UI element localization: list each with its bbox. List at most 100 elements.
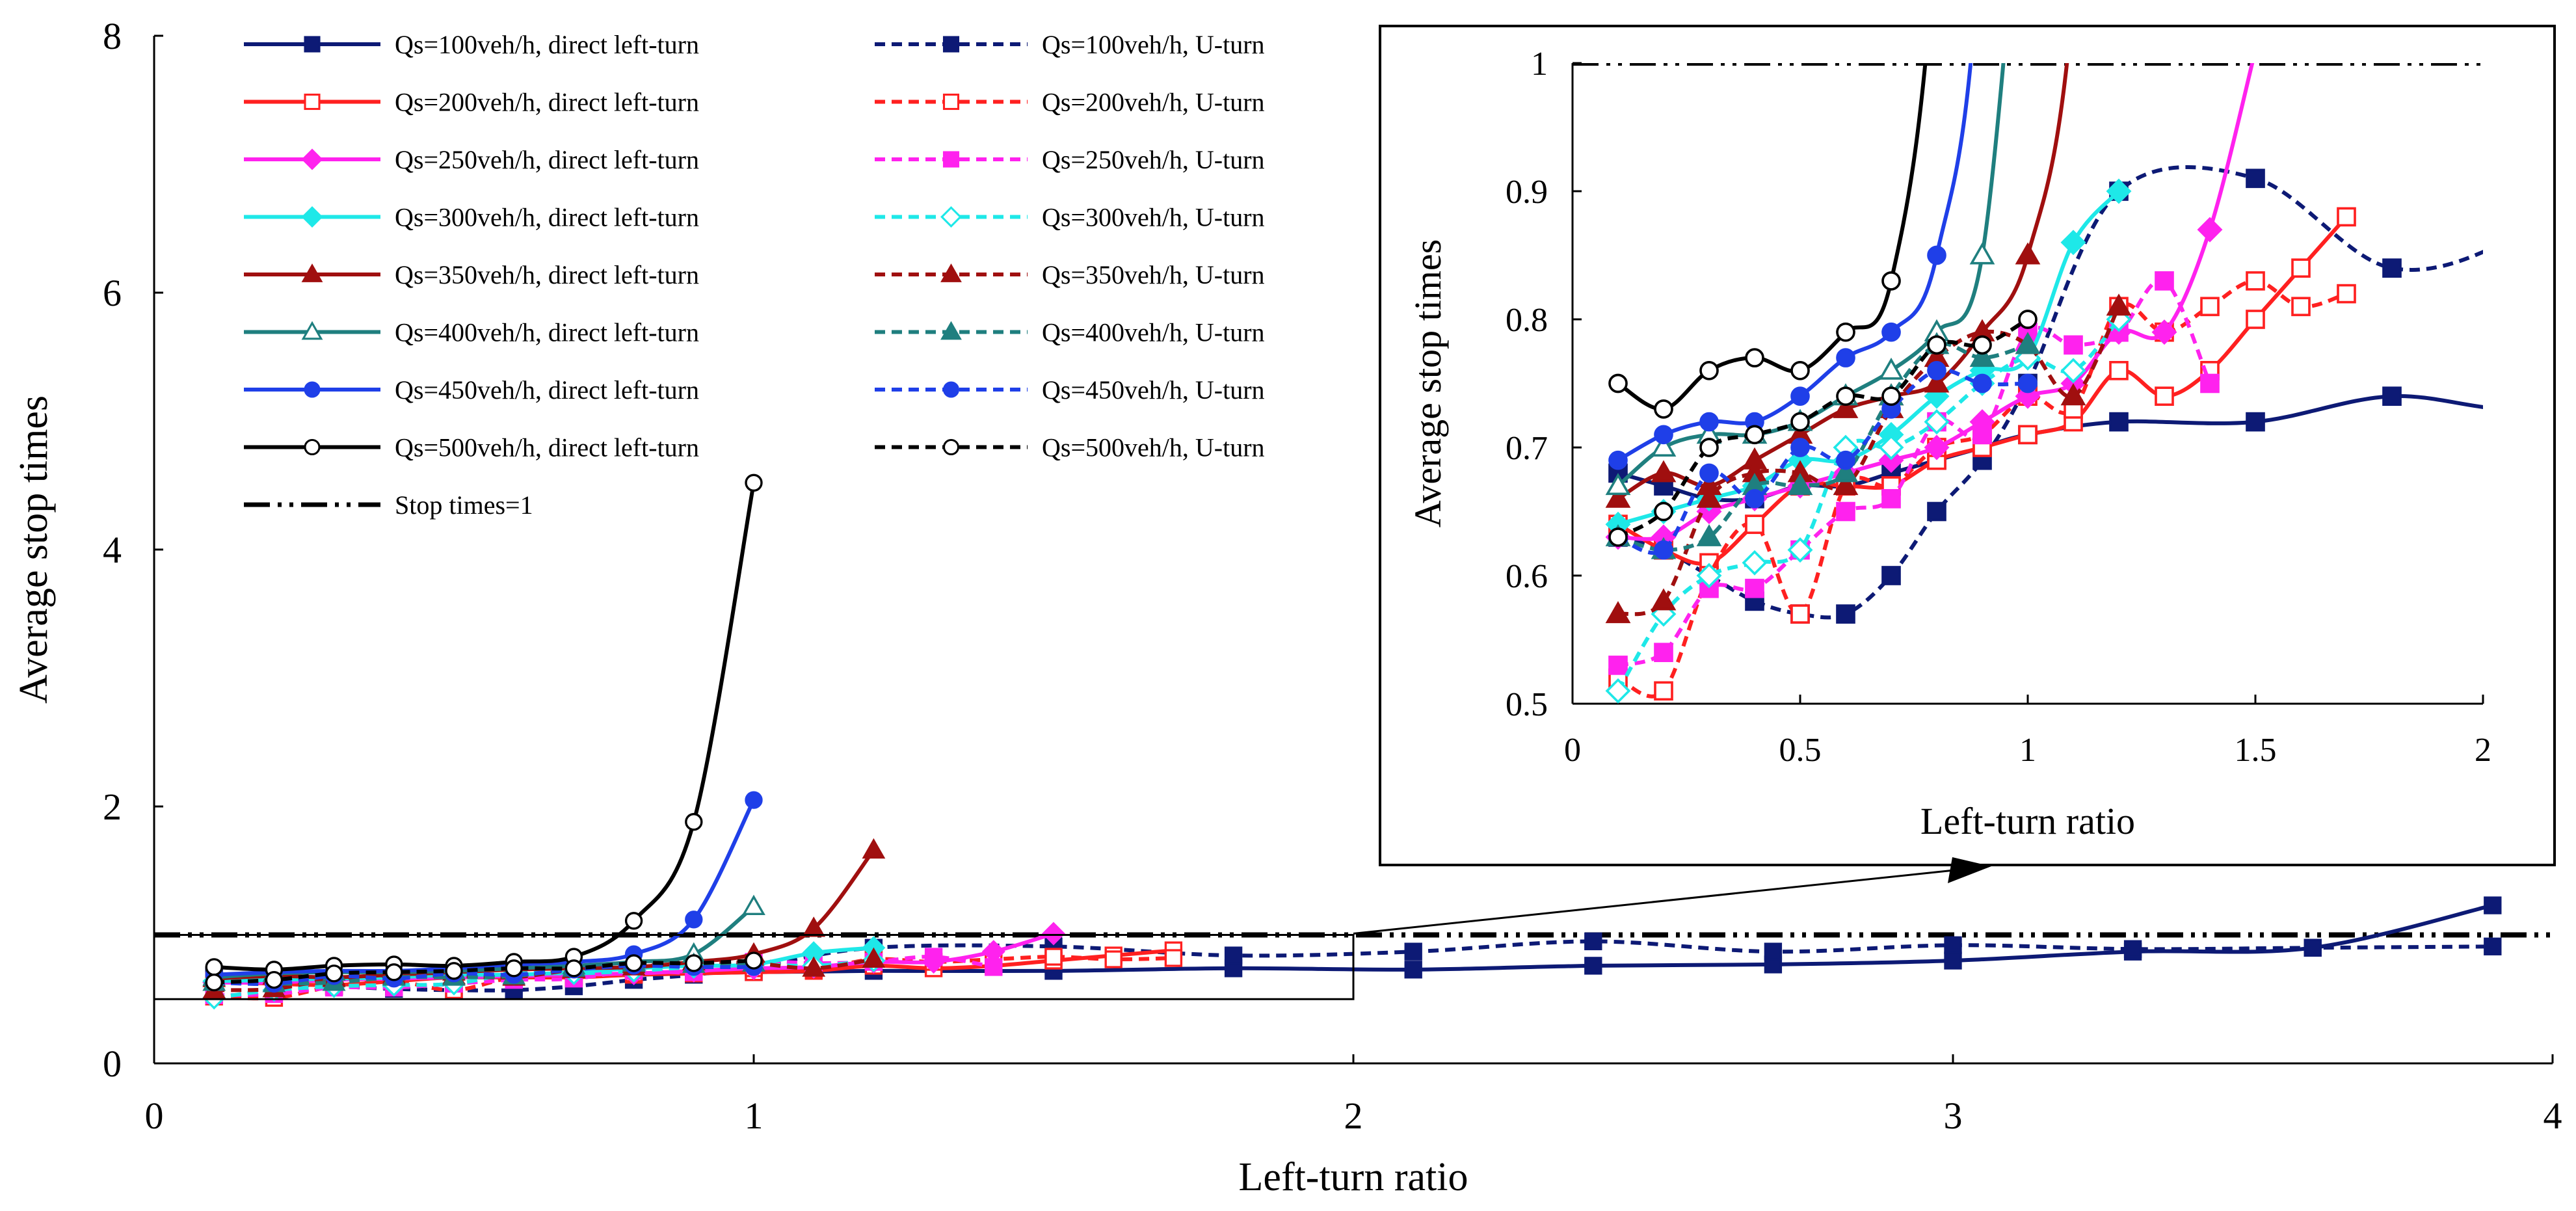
inset-data-point-qs-200veh-h-direct-left-turn [2018, 425, 2038, 445]
inset-data-point-qs-350veh-h-direct-left-turn [1605, 485, 1631, 508]
inset-data-point-qs-250veh-h-u-turn [2200, 373, 2220, 393]
legend-entry-qs-300veh-h-u-turn: Qs=300veh/h, U-turn [875, 203, 1265, 232]
inset-data-point-qs-500veh-h-u-turn [1881, 386, 1901, 406]
inset-series-line-qs-350veh-h-direct-left-turn [1617, 63, 2069, 501]
main-data-point-qs-500veh-h-direct-left-turn [745, 473, 763, 492]
main-data-point-qs-350veh-h-u-turn [862, 947, 886, 968]
inset-y-tick-label: 1 [1531, 46, 1548, 83]
main-series-line-qs-500veh-h-u-turn [214, 959, 754, 985]
inset-data-point-qs-200veh-h-u-turn [1654, 681, 1673, 701]
inset-data-point-qs-500veh-h-u-turn [1790, 412, 1810, 432]
main-data-point-qs-250veh-h-direct-left-turn [1042, 922, 1065, 946]
legend-label: Stop times=1 [395, 490, 533, 520]
inset-data-point-qs-250veh-h-direct-left-turn [2197, 217, 2223, 243]
main-data-point-qs-350veh-h-direct-left-turn [862, 838, 886, 859]
main-data-point-qs-500veh-h-u-turn [745, 952, 763, 970]
main-data-point-qs-200veh-h-u-turn [1164, 949, 1183, 967]
inset-x-tick-label: 0.5 [1779, 732, 1822, 769]
inset-series-line-qs-350veh-h-u-turn [1617, 305, 2121, 617]
inset-data-point-qs-400veh-h-u-turn [1833, 460, 1859, 483]
legend-label: Qs=450veh/h, U-turn [1042, 375, 1265, 405]
inset-data-point-qs-350veh-h-u-turn [1651, 588, 1677, 611]
inset-data-point-qs-200veh-h-direct-left-turn [2246, 310, 2265, 329]
legend-entry-qs-500veh-h-direct-left-turn: Qs=500veh/h, direct left-turn [244, 433, 699, 462]
legend-swatch-marker [942, 93, 960, 111]
inset-data-point-qs-450veh-h-u-turn [1790, 438, 1810, 457]
inset-data-point-qs-200veh-h-u-turn [2337, 284, 2356, 304]
main-data-point-qs-200veh-h-u-turn [1044, 948, 1063, 966]
inset-data-point-qs-450veh-h-u-turn [2018, 373, 2038, 393]
inset-data-point-qs-100veh-h-u-turn [2382, 258, 2402, 278]
main-series-line-qs-450veh-h-u-turn [214, 963, 754, 986]
inset-data-point-qs-500veh-h-u-turn [1654, 501, 1673, 522]
inset-data-point-qs-100veh-h-direct-left-turn [2382, 386, 2402, 406]
inset-x-tick-label: 1.5 [2235, 732, 2277, 769]
main-data-point-qs-500veh-h-u-turn [624, 954, 643, 972]
inset-data-point-qs-500veh-h-u-turn [1608, 527, 1628, 547]
legend-label: Qs=100veh/h, direct left-turn [395, 30, 699, 59]
inset-data-point-qs-200veh-h-direct-left-turn [2109, 360, 2129, 380]
legend-swatch-marker [940, 321, 962, 340]
legend-label: Qs=450veh/h, direct left-turn [395, 375, 699, 405]
legend-entry-qs-350veh-h-direct-left-turn: Qs=350veh/h, direct left-turn [244, 260, 699, 289]
legend-entry-qs-200veh-h-direct-left-turn: Qs=200veh/h, direct left-turn [244, 88, 699, 117]
inset-data-point-qs-500veh-h-direct-left-turn [1699, 360, 1719, 380]
inset-data-point-qs-300veh-h-u-turn [1878, 434, 1904, 460]
main-data-point-qs-250veh-h-u-turn [924, 948, 943, 966]
inset-y-tick-label: 0.5 [1506, 686, 1548, 723]
legend-swatch-marker [942, 151, 960, 168]
inset-data-point-qs-250veh-h-u-turn [2155, 271, 2174, 291]
inset-data-point-qs-250veh-h-direct-left-turn [1924, 434, 1950, 460]
inset-data-point-qs-250veh-h-u-turn [1836, 501, 1855, 522]
main-series-line-qs-500veh-h-direct-left-turn [214, 482, 756, 972]
inset-data-point-qs-350veh-h-direct-left-turn [2015, 242, 2041, 265]
legend-swatch-marker [304, 93, 321, 111]
legend-swatch-marker [304, 438, 321, 456]
inset-series-markers-qs-500veh-h-u-turn [1608, 310, 2038, 547]
inset-data-point-qs-450veh-h-direct-left-turn [1608, 450, 1628, 470]
inset-data-point-qs-400veh-h-direct-left-turn [1651, 434, 1677, 457]
inset-series-markers-qs-350veh-h-u-turn [1605, 293, 2132, 624]
zoom-callout [1353, 857, 1991, 935]
inset-data-point-qs-350veh-h-direct-left-turn [2063, 0, 2084, 7]
main-data-point-qs-100veh-h-direct-left-turn [1944, 952, 1962, 970]
main-x-tick-label: 4 [2543, 1095, 2562, 1137]
main-data-point-qs-500veh-h-direct-left-turn [205, 958, 223, 976]
main-data-point-qs-500veh-h-u-turn [205, 973, 223, 992]
inset-data-point-qs-500veh-h-direct-left-turn [1745, 348, 1764, 367]
inset-data-point-qs-450veh-h-direct-left-turn [1699, 412, 1719, 432]
inset-data-point-qs-400veh-h-direct-left-turn [1605, 473, 1631, 496]
main-series-markers-qs-500veh-h-u-turn [205, 952, 763, 992]
main-data-point-qs-100veh-h-u-turn [2304, 938, 2322, 957]
inset-data-point-qs-500veh-h-u-turn [2018, 310, 2038, 329]
legend-swatch-marker [304, 36, 321, 53]
inset-data-point-qs-450veh-h-direct-left-turn [1836, 348, 1855, 367]
legend-swatch-marker [301, 321, 323, 340]
inset-data-point-qs-250veh-h-u-turn [2064, 335, 2083, 355]
legend-entry-qs-250veh-h-direct-left-turn: Qs=250veh/h, direct left-turn [244, 145, 699, 174]
inset-x-axis-title: Left-turn ratio [1920, 800, 2135, 842]
inset-data-point-qs-450veh-h-u-turn [1972, 373, 1992, 393]
inset-data-layer [1573, 0, 2483, 704]
main-series-markers-qs-500veh-h-direct-left-turn [205, 473, 763, 979]
inset-data-point-qs-500veh-h-direct-left-turn [1790, 360, 1810, 380]
main-x-axis-title: Left-turn ratio [1239, 1155, 1468, 1199]
main-data-point-qs-500veh-h-u-turn [325, 965, 343, 983]
inset-data-point-qs-300veh-h-u-turn [2106, 306, 2132, 332]
inset-series-line-qs-450veh-h-direct-left-turn [1617, 63, 1973, 462]
inset-x-tick-label: 2 [2475, 732, 2491, 769]
legend-entry-stop-times-1: Stop times=1 [244, 490, 533, 520]
inset-data-point-qs-450veh-h-direct-left-turn [1881, 322, 1901, 342]
main-x-tick-label: 2 [1344, 1095, 1363, 1137]
inset-data-point-qs-100veh-h-direct-left-turn [2109, 412, 2129, 432]
inset-data-point-qs-350veh-h-direct-left-turn [1833, 395, 1859, 418]
main-data-layer [154, 473, 2553, 1010]
main-x-tick-label: 3 [1944, 1095, 1963, 1137]
zoom-arrow-head [1948, 857, 1991, 883]
inset-data-point-qs-200veh-h-direct-left-turn [2155, 386, 2174, 406]
inset-data-point-qs-300veh-h-direct-left-turn [2060, 230, 2086, 256]
inset-x-tick-label: 1 [2019, 732, 2036, 769]
inset-data-point-qs-250veh-h-u-turn [1881, 488, 1901, 509]
main-data-point-qs-250veh-h-u-turn [985, 958, 1003, 976]
legend-entry-qs-200veh-h-u-turn: Qs=200veh/h, U-turn [875, 88, 1265, 117]
